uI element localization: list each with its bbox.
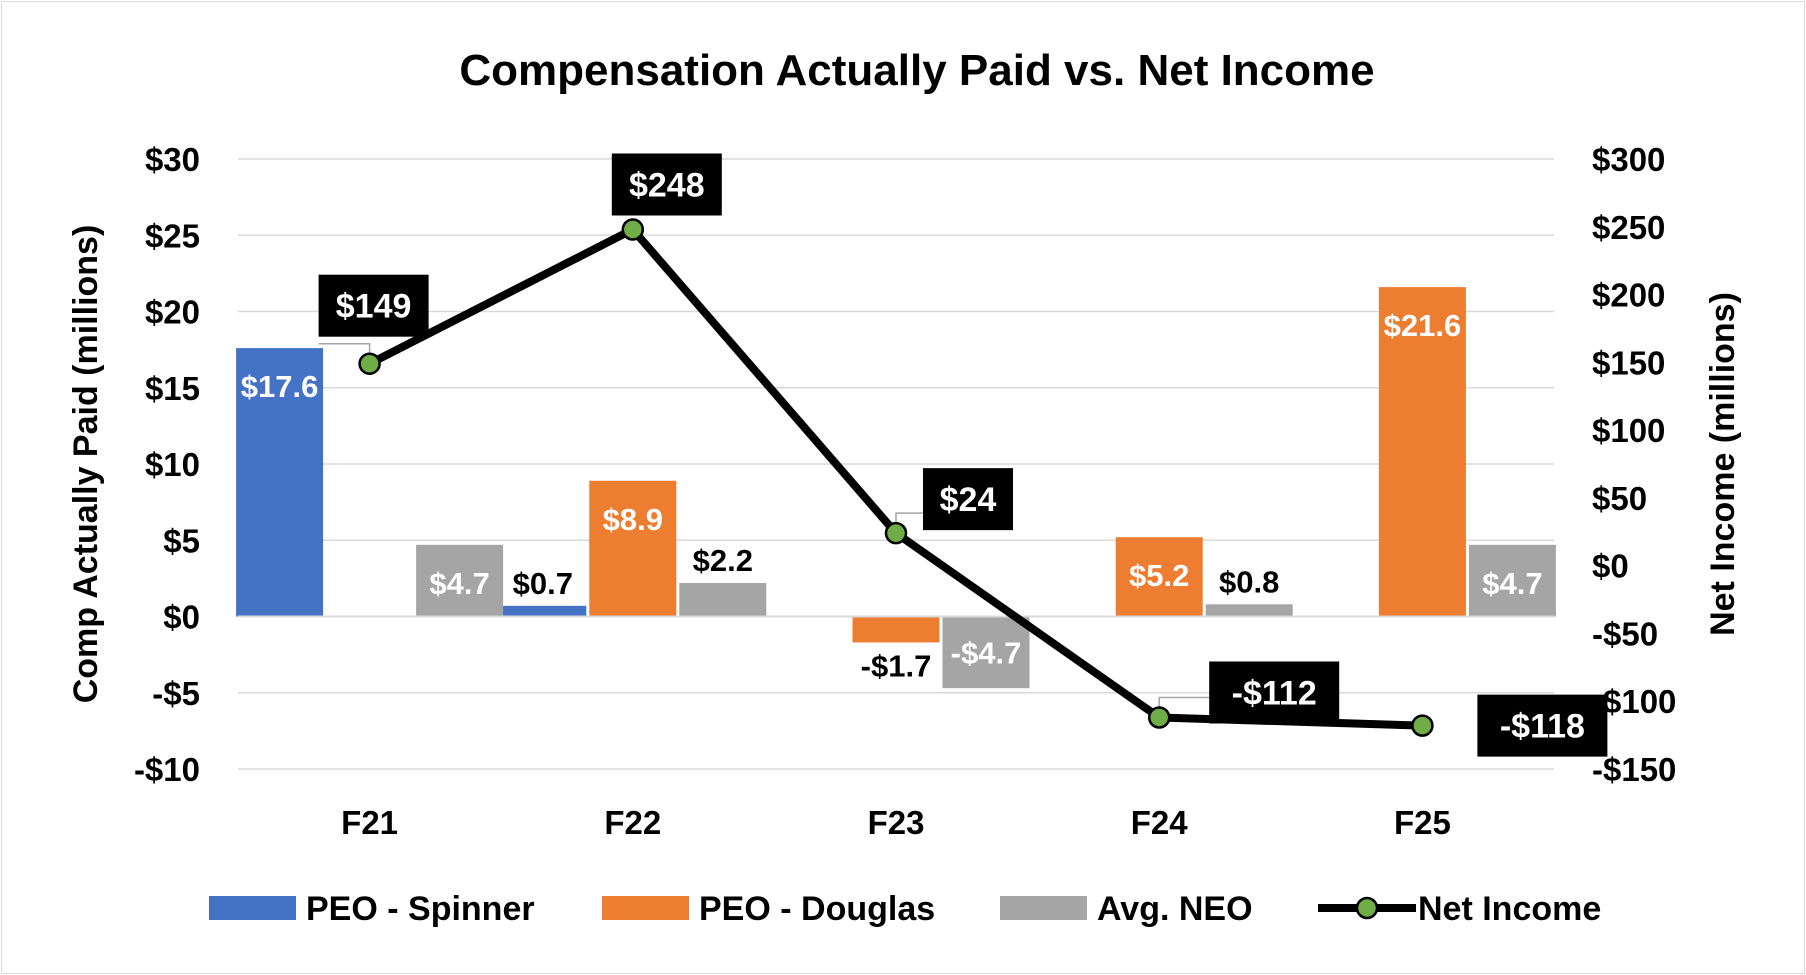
y-left-tick-label: -$10 bbox=[134, 751, 200, 788]
net-income-label-box bbox=[1209, 661, 1340, 724]
legend-label: PEO - Douglas bbox=[699, 890, 935, 928]
y-left-tick-label: $25 bbox=[145, 217, 200, 254]
net-income-line-group: $149 $248 $24 -$112 -$118 bbox=[318, 153, 1608, 757]
bar-avg-neo bbox=[679, 582, 767, 617]
y-right-axis-label: Net Income (millions) bbox=[1704, 292, 1742, 636]
y-right-tick-label: -$100 bbox=[1592, 683, 1676, 720]
legend-label: Net Income bbox=[1418, 890, 1601, 928]
y-left-tick-label: $30 bbox=[145, 141, 200, 178]
bar-peo-douglas bbox=[1378, 287, 1466, 617]
net-income-data-label: -$118 bbox=[1500, 708, 1585, 746]
y-left-tick-label: $15 bbox=[145, 370, 200, 407]
y-right-tick-label: $200 bbox=[1592, 277, 1665, 314]
net-income-label-box bbox=[923, 468, 1013, 531]
net-income-marker bbox=[358, 352, 381, 375]
y-left-axis-label: Comp Actually Paid (millions) bbox=[67, 225, 105, 704]
y-left-tick-label: $0 bbox=[163, 599, 200, 636]
y-right-tick-label: -$150 bbox=[1592, 751, 1676, 788]
bar-data-label: -$1.7 bbox=[861, 648, 932, 683]
y-right-tick-label: $300 bbox=[1592, 141, 1665, 178]
x-tick-label: F25 bbox=[1394, 804, 1451, 841]
y-left-tick-label: -$5 bbox=[152, 675, 200, 712]
net-income-data-label: $24 bbox=[940, 481, 997, 519]
net-income-label-box bbox=[318, 274, 429, 337]
bar-peo-douglas bbox=[852, 616, 940, 643]
tick-labels: $30$25$20$15$10$5$0-$5-$10$300$250$200$1… bbox=[134, 141, 1676, 841]
bar-data-label: $8.9 bbox=[603, 502, 663, 537]
net-income-data-label: $248 bbox=[629, 166, 705, 204]
y-right-tick-label: -$50 bbox=[1592, 615, 1658, 652]
bars: $17.6 $0.7 $8.9 -$1.7 $5.2 $21.6 $4.7 $2.2 -$4.7… bbox=[236, 287, 1556, 689]
x-tick-label: F24 bbox=[1131, 804, 1189, 841]
bar-peo-douglas bbox=[1115, 537, 1203, 617]
y-right-tick-label: $100 bbox=[1592, 412, 1665, 449]
bar-data-label: -$4.7 bbox=[951, 636, 1022, 671]
y-left-tick-label: $5 bbox=[163, 522, 200, 559]
bar-data-label: $17.6 bbox=[241, 369, 319, 404]
y-right-tick-label: $250 bbox=[1592, 209, 1665, 246]
legend-swatch-peo-douglas bbox=[602, 896, 689, 920]
bar-avg-neo bbox=[942, 616, 1030, 689]
bar-data-label: $0.8 bbox=[1219, 564, 1279, 599]
bar-data-label: $4.7 bbox=[429, 566, 489, 601]
bar-avg-neo bbox=[1468, 544, 1556, 617]
legend-label: Avg. NEO bbox=[1097, 890, 1253, 928]
bar-data-label: $21.6 bbox=[1384, 308, 1462, 343]
legend-swatch-peo-spinner bbox=[209, 896, 296, 920]
net-income-marker bbox=[1411, 714, 1434, 737]
net-income-marker bbox=[884, 521, 908, 545]
bar-peo-spinner bbox=[499, 605, 587, 617]
net-income-data-label: -$112 bbox=[1232, 674, 1317, 712]
bar-data-label: $2.2 bbox=[693, 543, 753, 578]
bar-data-label: $4.7 bbox=[1482, 566, 1542, 601]
legend-label: PEO - Spinner bbox=[306, 890, 535, 928]
y-right-tick-label: $50 bbox=[1592, 480, 1647, 517]
legend: PEO - Spinner PEO - Douglas Avg. NEO Net In… bbox=[209, 890, 1601, 928]
x-tick-label: F23 bbox=[868, 804, 925, 841]
bar-peo-douglas bbox=[589, 480, 677, 617]
x-tick-label: F21 bbox=[341, 804, 398, 841]
y-right-tick-label: $0 bbox=[1592, 548, 1629, 585]
x-tick-label: F22 bbox=[604, 804, 661, 841]
net-income-label-box bbox=[611, 153, 722, 216]
chart-title: Compensation Actually Paid vs. Net Incom… bbox=[459, 46, 1374, 95]
y-right-tick-label: $150 bbox=[1592, 344, 1665, 381]
y-left-tick-label: $20 bbox=[145, 294, 200, 331]
bar-data-label: $0.7 bbox=[513, 566, 573, 601]
bar-avg-neo bbox=[1205, 604, 1293, 617]
bar-peo-spinner bbox=[236, 348, 324, 617]
y-left-tick-label: $10 bbox=[145, 446, 200, 483]
net-income-marker bbox=[1147, 706, 1171, 729]
legend-marker-net-income bbox=[1355, 896, 1379, 920]
bar-avg-neo bbox=[416, 544, 504, 617]
net-income-data-label: $149 bbox=[336, 288, 412, 326]
legend-swatch-avg-neo bbox=[1000, 896, 1087, 920]
net-income-label-box bbox=[1477, 694, 1608, 757]
net-income-marker bbox=[621, 218, 645, 241]
bar-data-label: $5.2 bbox=[1129, 558, 1189, 593]
